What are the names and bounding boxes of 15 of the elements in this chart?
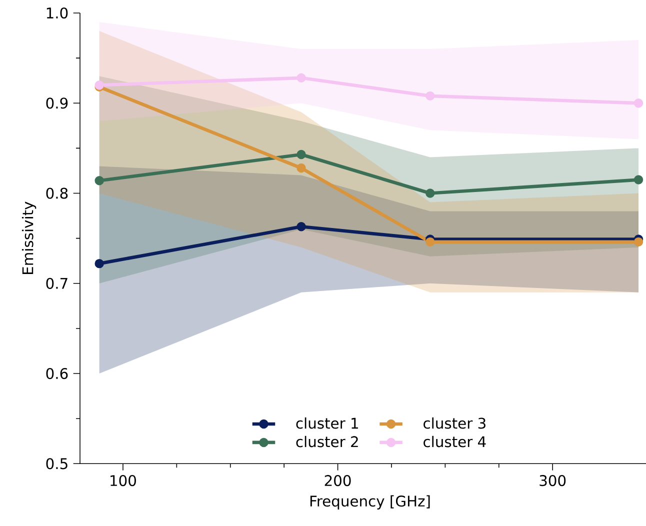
legend-label: cluster 4 — [424, 436, 486, 448]
y-tick-label: 0.9 — [46, 98, 68, 109]
legend-label: cluster 3 — [424, 418, 486, 429]
legend-label: cluster 2 — [296, 436, 358, 448]
x-axis-title: Frequency [GHz] — [310, 495, 430, 510]
legend-label: cluster 1 — [296, 418, 358, 429]
y-tick-label: 0.5 — [46, 458, 68, 470]
y-tick-label: 1.0 — [46, 8, 68, 19]
y-tick-label: 0.7 — [46, 278, 68, 290]
y-tick-label: 0.8 — [46, 188, 68, 199]
y-axis-title: Emissivity — [22, 202, 36, 274]
x-tick-label: 100 — [110, 475, 136, 486]
x-tick-label: 300 — [540, 475, 566, 486]
x-tick-label: 200 — [324, 475, 351, 486]
y-tick-label: 0.6 — [46, 368, 68, 380]
